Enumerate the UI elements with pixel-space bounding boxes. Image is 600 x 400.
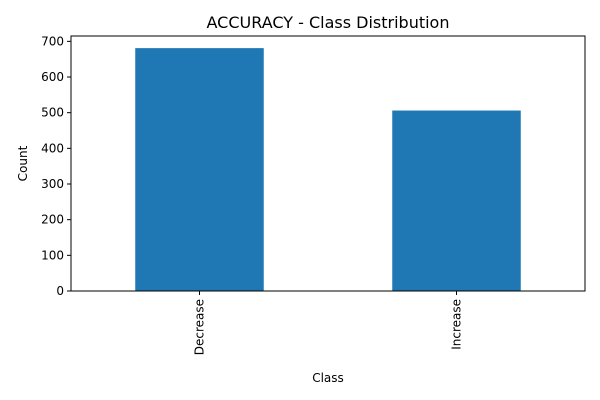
- y-tick-label: 0: [56, 284, 64, 298]
- y-tick-label: 700: [41, 34, 64, 48]
- bar-decrease: [135, 48, 264, 292]
- y-tick-label: 500: [41, 106, 64, 120]
- bars-group: [135, 48, 521, 292]
- y-axis-label: Count: [16, 145, 30, 181]
- plot-frame: [70, 35, 586, 292]
- x-tick-label: Increase: [450, 299, 464, 350]
- x-tick-label: Decrease: [193, 299, 207, 355]
- chart-title: ACCURACY - Class Distribution: [207, 13, 450, 32]
- y-tick-label: 200: [41, 213, 64, 227]
- y-tick-label: 600: [41, 70, 64, 84]
- x-axis-label: Class: [312, 371, 344, 385]
- y-tick-label: 300: [41, 177, 64, 191]
- y-axis: 0 100 200 300 400 500 600 700: [41, 34, 71, 298]
- y-tick-label: 400: [41, 141, 64, 155]
- x-axis: Decrease Increase: [193, 291, 464, 355]
- bar-increase: [392, 110, 521, 292]
- y-tick-label: 100: [41, 248, 64, 262]
